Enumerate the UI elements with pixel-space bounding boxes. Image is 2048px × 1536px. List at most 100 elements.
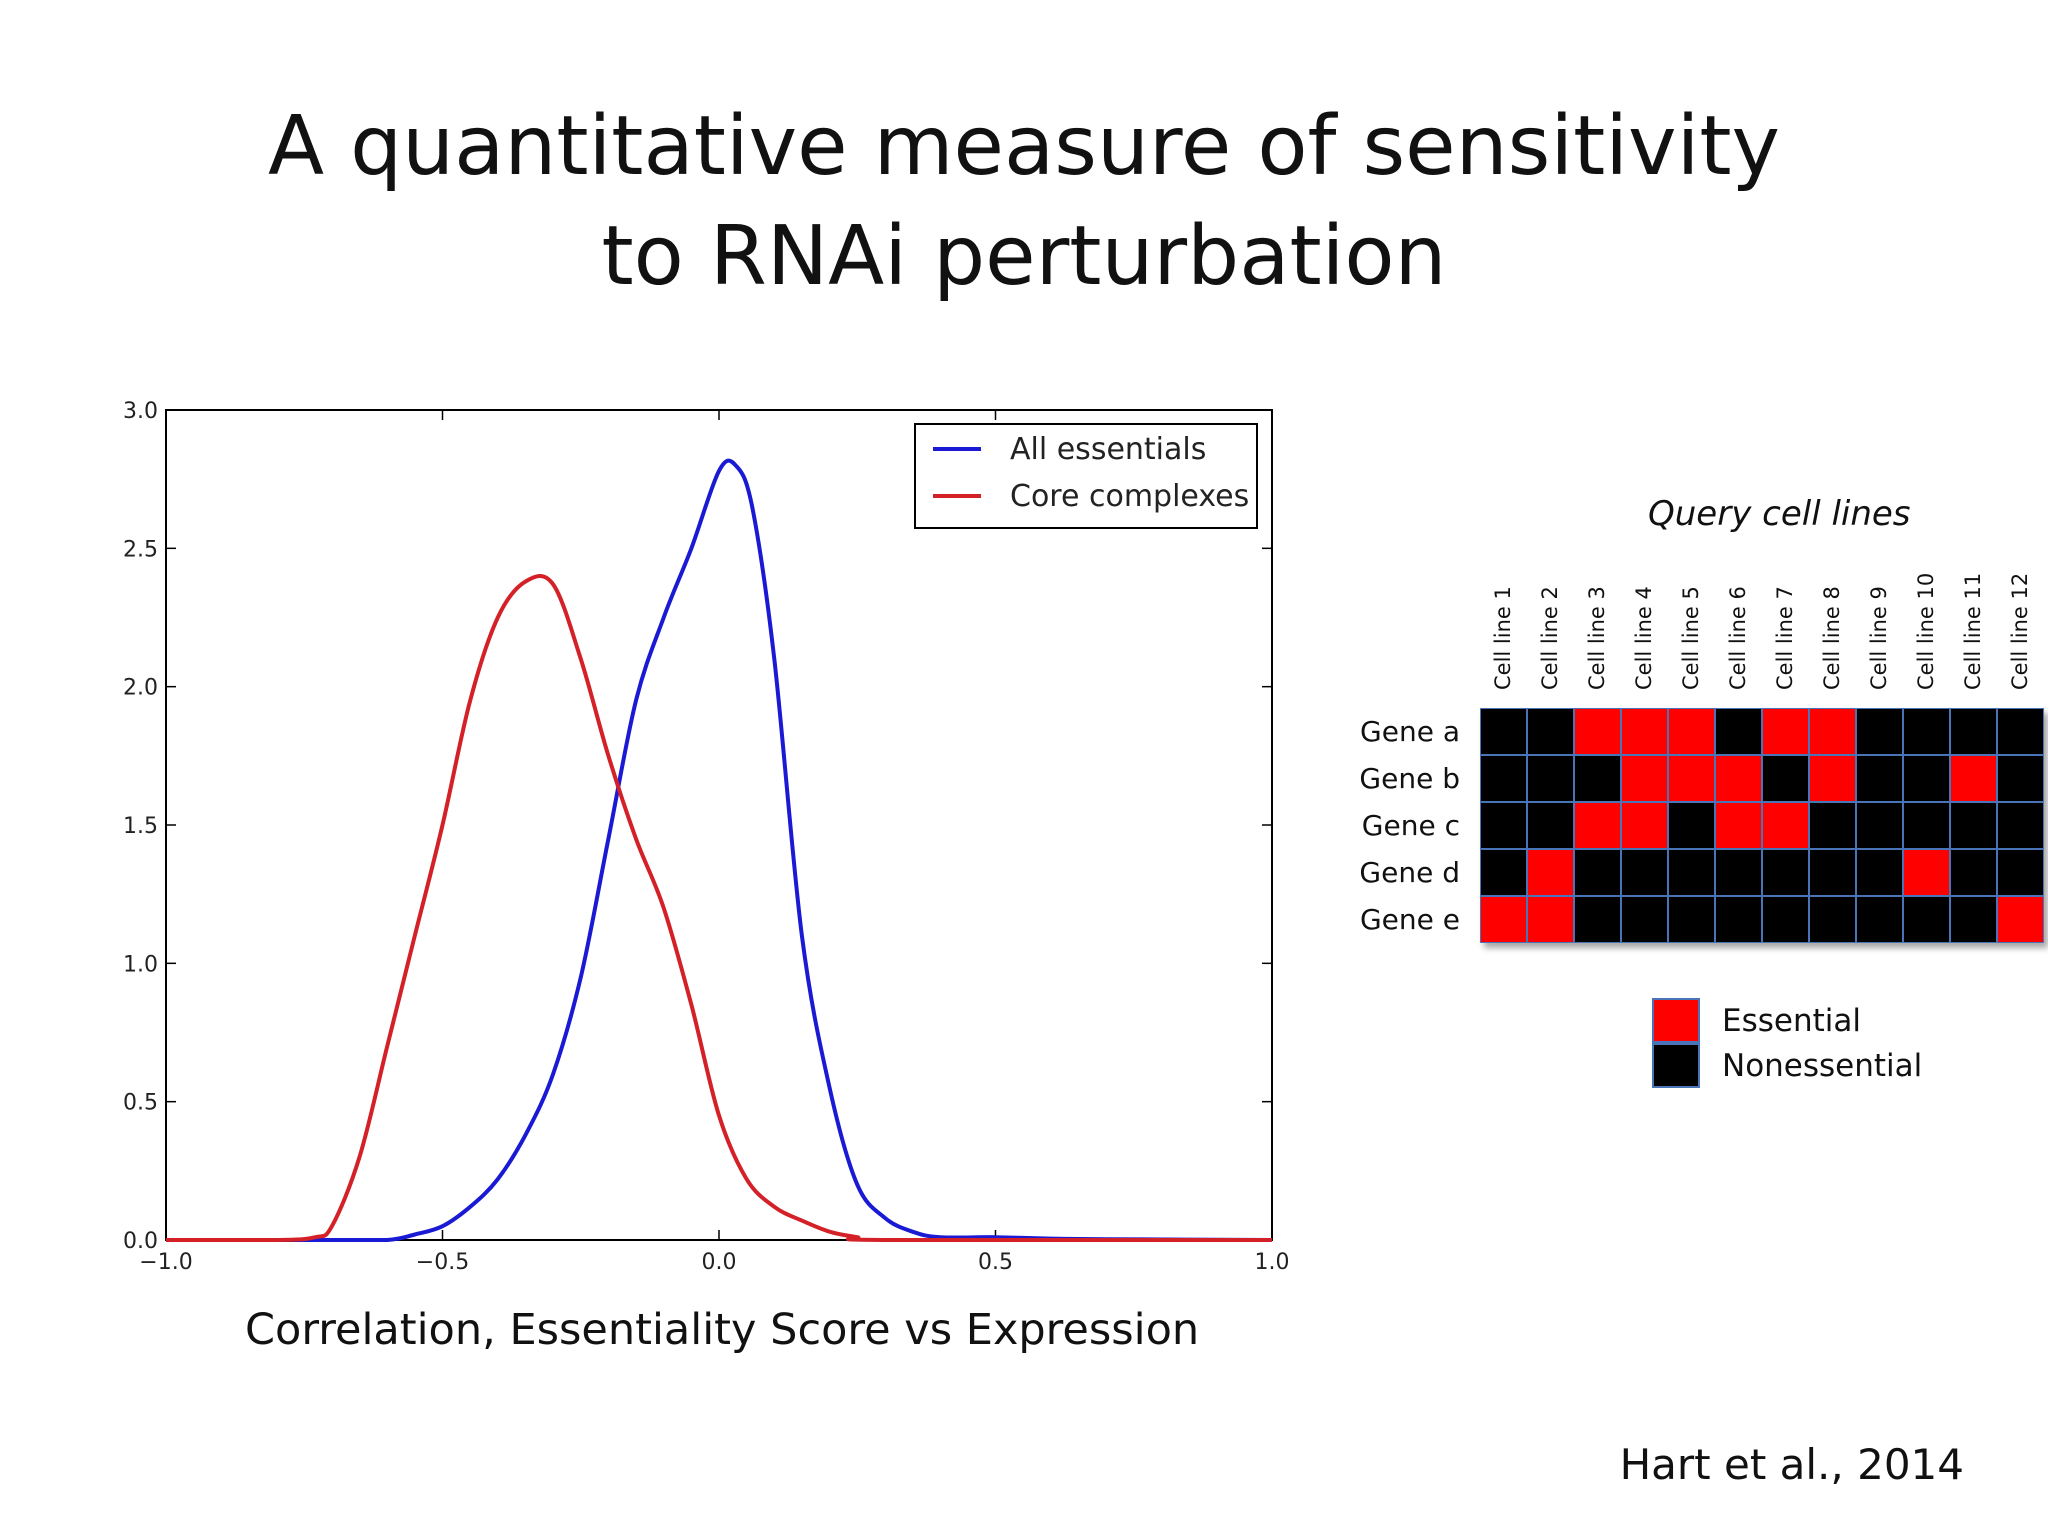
slide-title: A quantitative measure of sensitivity to… [0, 92, 2048, 312]
row-label: Gene a [1360, 715, 1460, 748]
essentiality-matrix: Cell line 1 Cell line 2 Cell line 3 Cell li… [1320, 560, 2048, 980]
nonessential-cell [1762, 755, 1809, 802]
nonessential-cell [1762, 896, 1809, 943]
nonessential-cell [1903, 896, 1950, 943]
essential-cell [1809, 708, 1856, 755]
column-label: Cell line 3 [1585, 586, 1609, 690]
essential-cell [1715, 802, 1762, 849]
nonessential-cell [1809, 849, 1856, 896]
nonessential-cell [1668, 802, 1715, 849]
nonessential-cell [1621, 849, 1668, 896]
essential-cell [1668, 708, 1715, 755]
essential-cell [1621, 755, 1668, 802]
nonessential-cell [1527, 802, 1574, 849]
essential-legend-label: Essential [1722, 1003, 1861, 1039]
x-tick-label: −0.5 [416, 1250, 469, 1275]
nonessential-cell [1950, 896, 1997, 943]
x-tick-label: 0.5 [978, 1250, 1013, 1275]
x-tick-label: −1.0 [139, 1250, 192, 1275]
nonessential-cell [1574, 755, 1621, 802]
nonessential-cell [1480, 802, 1527, 849]
row-label: Gene c [1361, 809, 1460, 842]
nonessential-cell [1950, 708, 1997, 755]
column-label: Cell line 1 [1491, 586, 1515, 690]
legend-box [914, 423, 1258, 529]
nonessential-cell [1668, 896, 1715, 943]
nonessential-cell [1997, 802, 2044, 849]
nonessential-cell [1480, 849, 1527, 896]
nonessential-cell [1856, 755, 1903, 802]
title-line-2: to RNAi perturbation [601, 209, 1447, 304]
column-label: Cell line 8 [1820, 586, 1844, 690]
essential-swatch [1652, 998, 1700, 1043]
nonessential-cell [1997, 849, 2044, 896]
y-tick-label: 0.5 [123, 1091, 158, 1116]
chart-legend: All essentials Core complexes [914, 423, 1258, 529]
essential-cell [1621, 708, 1668, 755]
legend-label: All essentials [1010, 432, 1206, 467]
nonessential-cell [1856, 849, 1903, 896]
nonessential-cell [1809, 896, 1856, 943]
nonessential-cell [1527, 708, 1574, 755]
column-label: Cell line 6 [1726, 586, 1750, 690]
title-line-1: A quantitative measure of sensitivity [267, 99, 1781, 194]
essential-cell [1480, 896, 1527, 943]
nonessential-cell [1668, 849, 1715, 896]
y-tick-label: 2.5 [123, 537, 158, 562]
legend-label: Core complexes [1010, 479, 1249, 514]
column-label: Cell line 11 [1961, 572, 1985, 690]
nonessential-cell [1903, 755, 1950, 802]
y-tick-label: 0.0 [123, 1229, 158, 1254]
nonessential-cell [1715, 849, 1762, 896]
nonessential-cell [1621, 896, 1668, 943]
chart-caption: Correlation, Essentiality Score vs Expre… [245, 1305, 1200, 1355]
y-tick-label: 2.0 [123, 676, 158, 701]
x-tick-label: 1.0 [1255, 1250, 1290, 1275]
essential-cell [1950, 755, 1997, 802]
essential-cell [1997, 896, 2044, 943]
nonessential-cell [1903, 802, 1950, 849]
citation: Hart et al., 2014 [1619, 1440, 1964, 1489]
nonessential-cell [1574, 896, 1621, 943]
nonessential-cell [1574, 849, 1621, 896]
essential-cell [1762, 802, 1809, 849]
series-line-1 [166, 458, 1273, 1243]
nonessential-cell [1856, 896, 1903, 943]
nonessential-cell [1856, 802, 1903, 849]
row-label: Gene e [1359, 903, 1460, 936]
matrix-title: Query cell lines [1648, 494, 1911, 534]
essential-cell [1527, 849, 1574, 896]
column-label: Cell line 12 [2008, 572, 2032, 690]
chart-lines [166, 458, 1273, 1243]
essential-cell [1762, 708, 1809, 755]
nonessential-cell [1715, 896, 1762, 943]
essential-cell [1903, 849, 1950, 896]
column-label: Cell line 10 [1914, 572, 1938, 690]
matrix-grid [1480, 708, 2044, 943]
column-label: Cell line 4 [1632, 586, 1656, 690]
nonessential-cell [1997, 708, 2044, 755]
essential-cell [1809, 755, 1856, 802]
nonessential-cell [1950, 802, 1997, 849]
essential-cell [1621, 802, 1668, 849]
series-line-2 [166, 574, 1272, 1243]
nonessential-cell [1480, 708, 1527, 755]
nonessential-cell [1480, 755, 1527, 802]
nonessential-cell [1950, 849, 1997, 896]
nonessential-cell [1997, 755, 2044, 802]
x-tick-label: 0.0 [702, 1250, 737, 1275]
row-label: Gene d [1359, 856, 1460, 889]
essential-cell [1668, 755, 1715, 802]
y-tick-label: 1.0 [123, 952, 158, 977]
nonessential-cell [1809, 802, 1856, 849]
essential-cell [1574, 802, 1621, 849]
nonessential-cell [1762, 849, 1809, 896]
nonessential-cell [1715, 708, 1762, 755]
column-label: Cell line 9 [1867, 586, 1891, 690]
nonessential-swatch [1652, 1043, 1700, 1088]
nonessential-legend-label: Nonessential [1722, 1048, 1923, 1084]
nonessential-cell [1903, 708, 1950, 755]
chart-axes: −1.0 −0.5 0.0 0.5 1.0 0.0 0.5 1.0 1.5 2.0 2.5 3.0 [123, 399, 1290, 1275]
nonessential-cell [1527, 755, 1574, 802]
